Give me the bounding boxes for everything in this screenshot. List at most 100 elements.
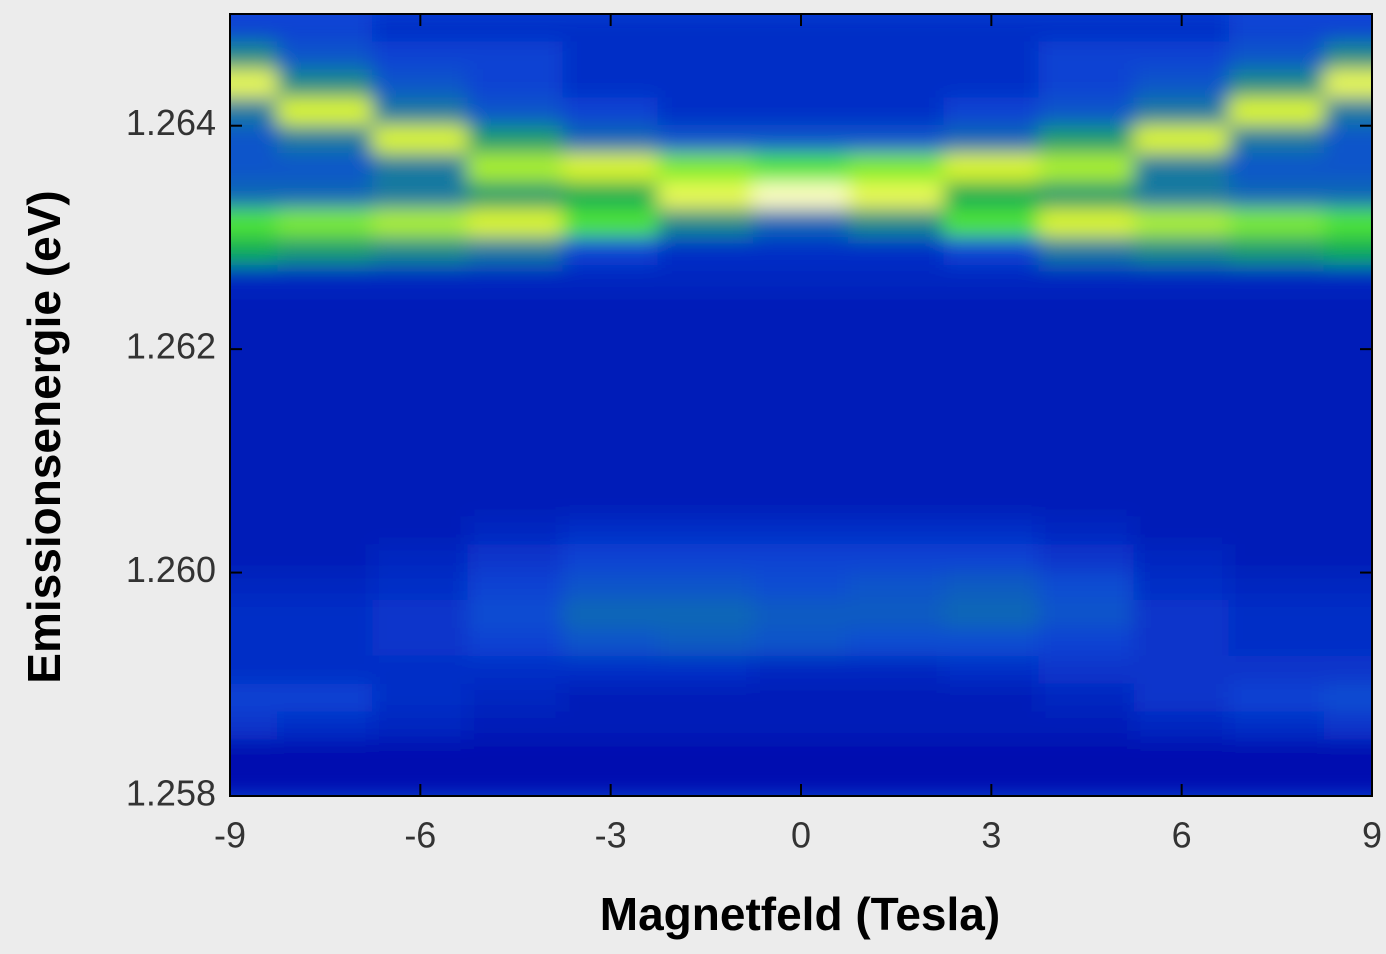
heatmap-cell [372,627,469,657]
heatmap-cell [277,348,374,378]
heatmap-cell [372,153,469,183]
heatmap-cell [752,348,850,378]
heatmap-cell [1228,125,1325,155]
heatmap-cell [1038,739,1135,769]
heatmap-cell [657,627,754,657]
heatmap-cell [943,655,1040,685]
heatmap-cell [230,655,279,685]
heatmap-cell [943,460,1040,490]
heatmap-cell [943,125,1040,155]
heatmap-cell [1038,600,1135,629]
heatmap-cell [1323,264,1372,294]
heatmap-cell [943,488,1040,518]
y-tick-label: 1.262 [126,326,216,367]
heatmap-cell [657,97,754,127]
x-tick-label: -6 [404,815,436,856]
heatmap-cell [1228,69,1325,99]
heatmap-cell [372,572,469,601]
heatmap-cell [1228,655,1325,685]
heatmap-cell [277,181,374,210]
heatmap-cell [230,432,279,462]
heatmap-cell [848,460,945,490]
heatmap-cell [1038,460,1135,490]
heatmap-cell [1323,14,1372,43]
heatmap-cell [1323,460,1372,490]
heatmap-cell [1038,432,1135,462]
heatmap-cell [467,41,564,71]
heatmap-cell [1228,767,1325,796]
heatmap-cell [752,655,850,685]
heatmap-cell [372,236,469,266]
heatmap-cell [943,627,1040,657]
heatmap-cell [1228,153,1325,183]
heatmap-cell [562,460,659,490]
heatmap-cell [1228,236,1325,266]
heatmap-cell [467,97,564,127]
heatmap-cell [230,516,279,546]
heatmap-cell [943,544,1040,574]
heatmap-cell [1038,711,1135,741]
heatmap-cell [1323,181,1372,210]
heatmap-cell [277,516,374,546]
heatmap-cell [277,488,374,518]
heatmap-cell [562,236,659,266]
heatmap-cell [1038,655,1135,685]
heatmap-cell [467,711,564,741]
heatmap-cell [562,600,659,629]
heatmap-cell [752,432,850,462]
heatmap-cell [277,153,374,183]
heatmap-cell [1323,739,1372,769]
heatmap-cell [1323,292,1372,322]
heatmap-cell [467,572,564,601]
heatmap-cell [562,739,659,769]
heatmap-cell [1038,767,1135,796]
heatmap-cell [1038,236,1135,266]
heatmap-cell [1228,41,1325,71]
heatmap-cell [752,600,850,629]
heatmap-cell [752,683,850,713]
heatmap-cell [1228,14,1325,43]
heatmap-cell [657,41,754,71]
heatmap-cell [562,655,659,685]
heatmap-cell [230,739,279,769]
heatmap-cell [657,181,754,210]
heatmap-cell [1038,404,1135,434]
heatmap-cell [1133,739,1230,769]
heatmap-cell [372,404,469,434]
heatmap-cell [752,488,850,518]
heatmap-cell [943,348,1040,378]
heatmap-cell [848,348,945,378]
heatmap-cell [372,711,469,741]
heatmap-cell [1228,404,1325,434]
heatmap-cell [277,544,374,574]
heatmap-cell [1133,292,1230,322]
heatmap-cell [277,739,374,769]
heatmap-cell [1323,153,1372,183]
heatmap-cell [230,572,279,601]
heatmap-cell [943,69,1040,99]
heatmap-cell [467,627,564,657]
heatmap-cell [467,69,564,99]
heatmap-cell [943,739,1040,769]
heatmap-cell [752,209,850,238]
heatmap-cell [1323,683,1372,713]
heatmap-cell [277,41,374,71]
x-tick-label: 3 [981,815,1001,856]
heatmap-cell [372,600,469,629]
heatmap-cell [1133,655,1230,685]
heatmap-cell [467,488,564,518]
heatmap-cell [1323,488,1372,518]
heatmap-cell [1038,488,1135,518]
heatmap-cell [1228,181,1325,210]
y-tick-label: 1.264 [126,102,216,143]
heatmap-cell [657,600,754,629]
heatmap-cell [467,739,564,769]
heatmap-cell [562,209,659,238]
heatmap-cell [1133,69,1230,99]
heatmap-cell [1038,376,1135,406]
y-tick-label: 1.260 [126,549,216,590]
x-tick-label: 0 [791,815,811,856]
heatmap-cell [277,236,374,266]
heatmap-cell [848,432,945,462]
